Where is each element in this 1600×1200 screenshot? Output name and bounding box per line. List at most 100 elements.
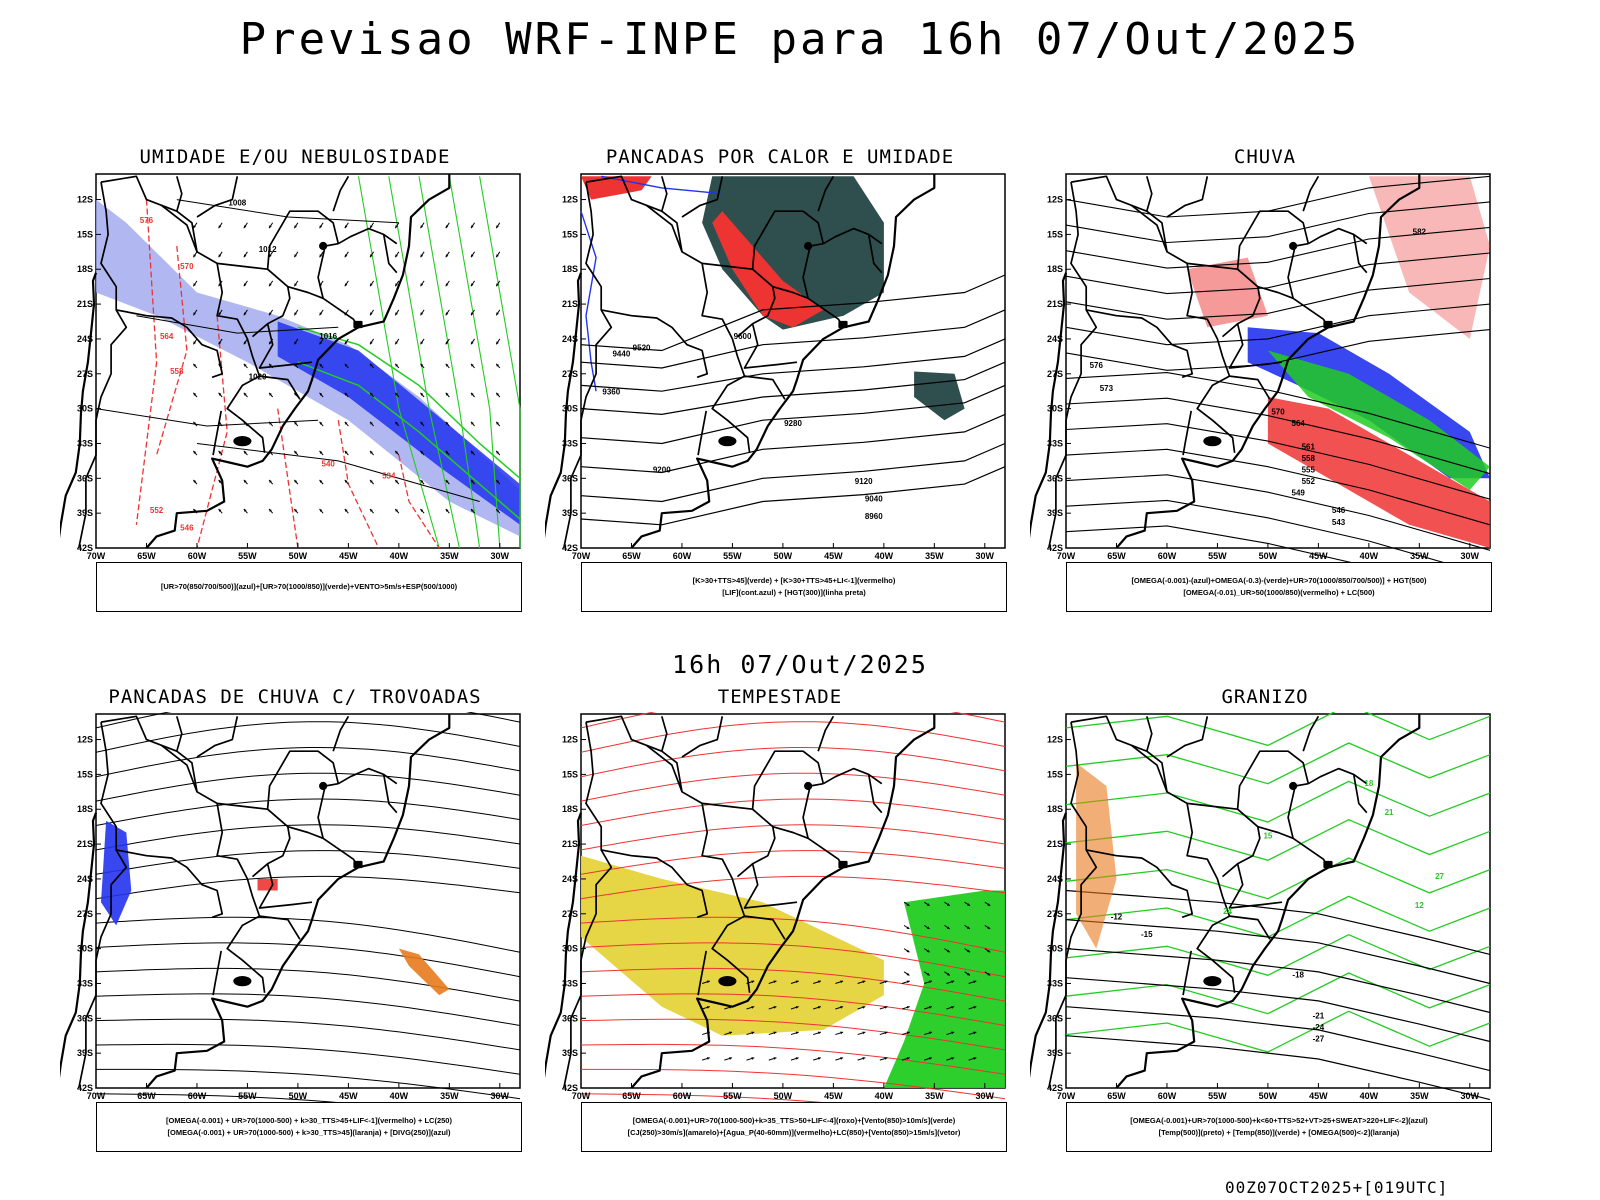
lake-mark <box>1203 436 1222 447</box>
lon-tick-label: 50W <box>774 551 793 561</box>
lat-tick-label: 12S <box>1047 195 1063 205</box>
lat-tick-label: 36S <box>77 1013 93 1023</box>
wind-arrowhead <box>243 363 247 367</box>
lat-tick-label: 30S <box>562 404 578 414</box>
panel-granizo: GRANIZO 12 15 18 21 24 27 -12 -15 -18 -21 -24 -27 12… <box>1030 686 1500 1176</box>
humidity-blue <box>277 321 520 525</box>
wind-arrowhead <box>269 479 272 483</box>
contour-label: 576 <box>140 216 154 225</box>
lon-tick-label: 30W <box>976 1091 995 1101</box>
hgt500-line <box>1065 201 1491 244</box>
wind-arrowhead <box>840 1057 844 1060</box>
border-line <box>1307 227 1368 245</box>
contour-label: 9200 <box>653 466 671 475</box>
hgt-black-line <box>580 413 1006 474</box>
wind-arrowhead <box>496 225 499 229</box>
wind-arrowhead <box>370 341 373 345</box>
lat-tick-label: 30S <box>1047 944 1063 954</box>
contour-label: 534 <box>382 471 396 480</box>
lat-tick-label: 21S <box>77 839 93 849</box>
border-line <box>1229 375 1271 400</box>
border-line <box>585 715 751 993</box>
lon-tick-label: 55W <box>238 1091 257 1101</box>
border-line <box>161 744 198 793</box>
border-line <box>77 181 128 549</box>
border-line <box>317 782 339 839</box>
border-line <box>660 176 668 212</box>
wind-arrowhead <box>751 1031 755 1035</box>
lat-tick-label: 36S <box>562 1013 578 1023</box>
lif-blue-line <box>601 175 723 195</box>
thickness-red-dashed <box>196 315 228 549</box>
lat-tick-label: 27S <box>562 369 578 379</box>
contour-label: 1016 <box>319 332 337 341</box>
omega-orange-area <box>1076 762 1117 949</box>
wind-arrowhead <box>906 1005 910 1009</box>
lon-tick-label: 65W <box>1107 551 1126 561</box>
city-mark <box>319 781 328 791</box>
border-line <box>585 175 751 453</box>
wind-arrowhead <box>496 450 500 454</box>
lon-tick-label: 40W <box>875 551 894 561</box>
wind-arrowhead <box>395 363 399 367</box>
lake-mark <box>718 436 737 447</box>
wind-arrowhead <box>344 225 348 229</box>
border-line <box>100 175 266 453</box>
streamline <box>580 850 1006 875</box>
coastline-east <box>630 174 936 549</box>
panel-trovoadas: PANCADAS DE CHUVA C/ TROVOADAS 12S 15S 18S… <box>60 686 530 1176</box>
legend-box: [OMEGA(-0.001)+UR>70(1000-500)+k>35_TTS>… <box>581 1102 1007 1152</box>
lon-tick-label: 50W <box>774 1091 793 1101</box>
wind-arrowhead <box>319 254 323 258</box>
border-line <box>751 210 825 270</box>
lat-tick-label: 24S <box>77 334 93 344</box>
map-umidade: 1008 1012 1016 1020 576 570 564 558 552 546 540 534… <box>60 173 521 561</box>
lon-tick-label: 45W <box>1309 551 1328 561</box>
wind-arrowhead <box>926 903 930 906</box>
contour-label: 9440 <box>612 349 630 358</box>
border-line <box>337 227 398 245</box>
border-line <box>1145 716 1153 752</box>
hgt500-line <box>1065 499 1444 562</box>
lat-tick-label: 30S <box>562 944 578 954</box>
contour-label: 24 <box>1223 907 1232 916</box>
wind-arrowhead <box>395 392 399 396</box>
wind-arrowhead <box>470 450 474 454</box>
lon-tick-label: 60W <box>188 1091 207 1101</box>
streamline <box>580 875 1006 900</box>
wind-arrowhead <box>370 392 373 396</box>
lon-tick-label: 35W <box>1410 1091 1429 1101</box>
border-line <box>660 716 668 752</box>
lon-tick-label: 40W <box>1360 1091 1379 1101</box>
hgt500-line <box>1065 226 1491 269</box>
streamline <box>580 824 1006 851</box>
wind-arrowhead <box>395 479 399 483</box>
border-line <box>1182 950 1193 996</box>
wind-arrowhead <box>193 450 197 454</box>
lat-tick-label: 30S <box>1047 404 1063 414</box>
thickness-red-dashed <box>398 454 440 549</box>
lon-tick-label: 70W <box>1057 1091 1076 1101</box>
lon-tick-label: 50W <box>289 1091 308 1101</box>
wind-arrowhead <box>344 341 348 345</box>
border-line <box>702 802 776 878</box>
border-line <box>697 410 708 456</box>
streamline <box>95 1093 338 1102</box>
city-mark <box>804 781 813 791</box>
hgt-black-line <box>580 384 1006 445</box>
lat-tick-label: 21S <box>1047 299 1063 309</box>
lon-tick-label: 60W <box>188 551 207 561</box>
coastline-west <box>60 272 98 539</box>
border-line <box>743 863 798 909</box>
streamline <box>95 721 521 753</box>
legend-line-1: [OMEGA(-0.001)+UR>70(1000-500)+k>35_TTS>… <box>632 1116 956 1125</box>
lon-tick-label: 60W <box>673 1091 692 1101</box>
streamline <box>95 850 521 875</box>
wind-arrowhead <box>269 363 272 367</box>
wind-arrowhead <box>218 450 222 454</box>
border-line <box>1086 849 1194 919</box>
wind-arrowhead <box>987 926 991 929</box>
border-line <box>317 242 339 299</box>
city-mark <box>838 320 848 329</box>
